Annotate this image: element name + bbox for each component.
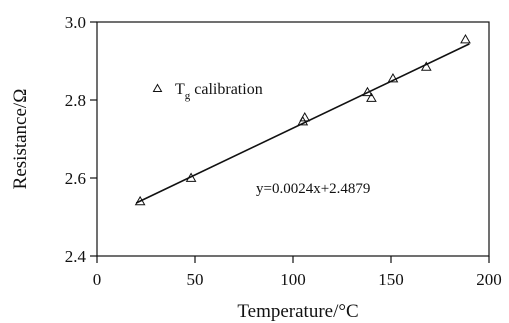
y-tick-labels: 2.4 2.6 2.8 3.0 — [65, 13, 87, 266]
x-tick-labels: 0 50 100 150 200 — [93, 270, 502, 289]
data-point-triangle — [134, 195, 146, 206]
data-point-triangle — [366, 92, 377, 102]
data-point-triangle — [299, 112, 311, 122]
legend-label: Tg calibration — [175, 81, 263, 102]
x-tick-label: 50 — [187, 270, 204, 289]
y-tick-label: 2.4 — [65, 247, 87, 266]
legend-label-sub: g — [185, 90, 191, 102]
legend: Tg calibration — [152, 81, 263, 102]
x-axis-title: Temperature/°C — [237, 301, 358, 322]
plot-frame — [96, 21, 490, 257]
x-tick-label: 0 — [93, 270, 102, 289]
legend-marker-icon — [152, 83, 163, 92]
axis-ticks — [90, 21, 490, 263]
y-axis-title: Resistance/Ω — [10, 89, 31, 190]
x-tick-label: 200 — [476, 270, 502, 289]
fit-equation: y=0.0024x+2.4879 — [256, 181, 370, 197]
y-tick-label: 2.8 — [65, 91, 86, 110]
data-point-triangle — [387, 73, 399, 83]
data-point-triangle — [460, 34, 471, 44]
data-point-triangle — [420, 61, 432, 71]
x-tick-label: 150 — [378, 270, 404, 289]
x-tick-label: 100 — [280, 270, 306, 289]
y-tick-label: 3.0 — [65, 13, 86, 32]
legend-label-main: T — [175, 81, 185, 98]
data-point-triangle — [362, 86, 373, 97]
data-point-triangle — [185, 172, 197, 182]
y-tick-label: 2.6 — [65, 169, 86, 188]
data-points — [134, 34, 471, 206]
legend-label-rest: calibration — [190, 81, 262, 98]
fit-line — [135, 43, 470, 204]
